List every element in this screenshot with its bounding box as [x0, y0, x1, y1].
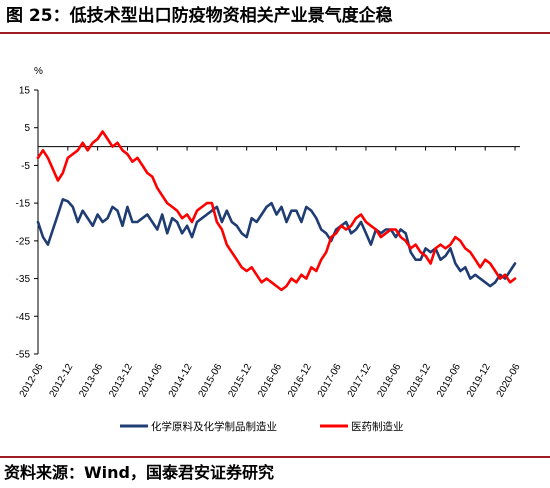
figure-title: 图 25：低技术型出口防疫物资相关产业景气度企稳 — [6, 6, 393, 26]
x-tick-label: 2015-12 — [226, 362, 254, 400]
series-lines — [36, 130, 517, 292]
x-tick-label: 2019-06 — [435, 362, 463, 400]
x-tick-label: 2016-12 — [286, 362, 314, 400]
source-note: 资料来源：Wind，国泰君安证券研究 — [4, 463, 274, 482]
y-tick-label: -45 — [16, 312, 31, 323]
y-tick-label: 5 — [24, 123, 30, 134]
series-line-pharma — [36, 130, 517, 292]
y-tick-label: 15 — [19, 86, 31, 97]
y-tick-label: -35 — [16, 274, 31, 285]
line-chart: 155-5-15-25-35-45-55 2012-06 2012-12 2013-… — [16, 66, 523, 433]
x-tick-label: 2014-12 — [167, 362, 195, 400]
x-tick-label: 2012-06 — [18, 362, 46, 400]
y-tick-label: -25 — [16, 236, 31, 247]
legend: 化学原料及化学制品制造业 医药制造业 — [120, 420, 404, 433]
x-axis: 2012-06 2012-12 2013-06 2013-12 2014-06 2014-… — [18, 146, 523, 400]
series-line-chemical — [36, 198, 517, 288]
y-tick-label: -5 — [21, 161, 30, 172]
x-tick-label: 2018-12 — [405, 362, 433, 400]
x-tick-label: 2018-06 — [375, 362, 403, 400]
y-tick-label: -55 — [16, 350, 31, 361]
x-tick-label: 2014-06 — [137, 362, 165, 400]
x-tick-label: 2015-06 — [197, 362, 225, 400]
source-divider — [0, 456, 550, 458]
y-axis: 15 5 -5 -15 -25 -35 -45 -55 — [16, 86, 39, 361]
legend-label-chemical: 化学原料及化学制品制造业 — [151, 420, 277, 433]
x-tick-label: 2017-06 — [316, 362, 344, 400]
y-tick-label: -15 — [16, 199, 31, 210]
legend-label-pharma: 医药制造业 — [351, 420, 404, 433]
x-tick-label: 2019-12 — [465, 362, 493, 400]
x-tick-label: 2013-06 — [77, 362, 105, 400]
x-tick-label: 2012-12 — [48, 362, 76, 400]
y-unit-label: % — [34, 66, 43, 77]
x-tick-label: 2013-12 — [107, 362, 135, 400]
x-tick-label: 2016-06 — [256, 362, 284, 400]
title-divider — [0, 32, 550, 34]
x-tick-label: 2017-12 — [346, 362, 374, 400]
x-tick-label: 2020-06 — [495, 362, 523, 400]
